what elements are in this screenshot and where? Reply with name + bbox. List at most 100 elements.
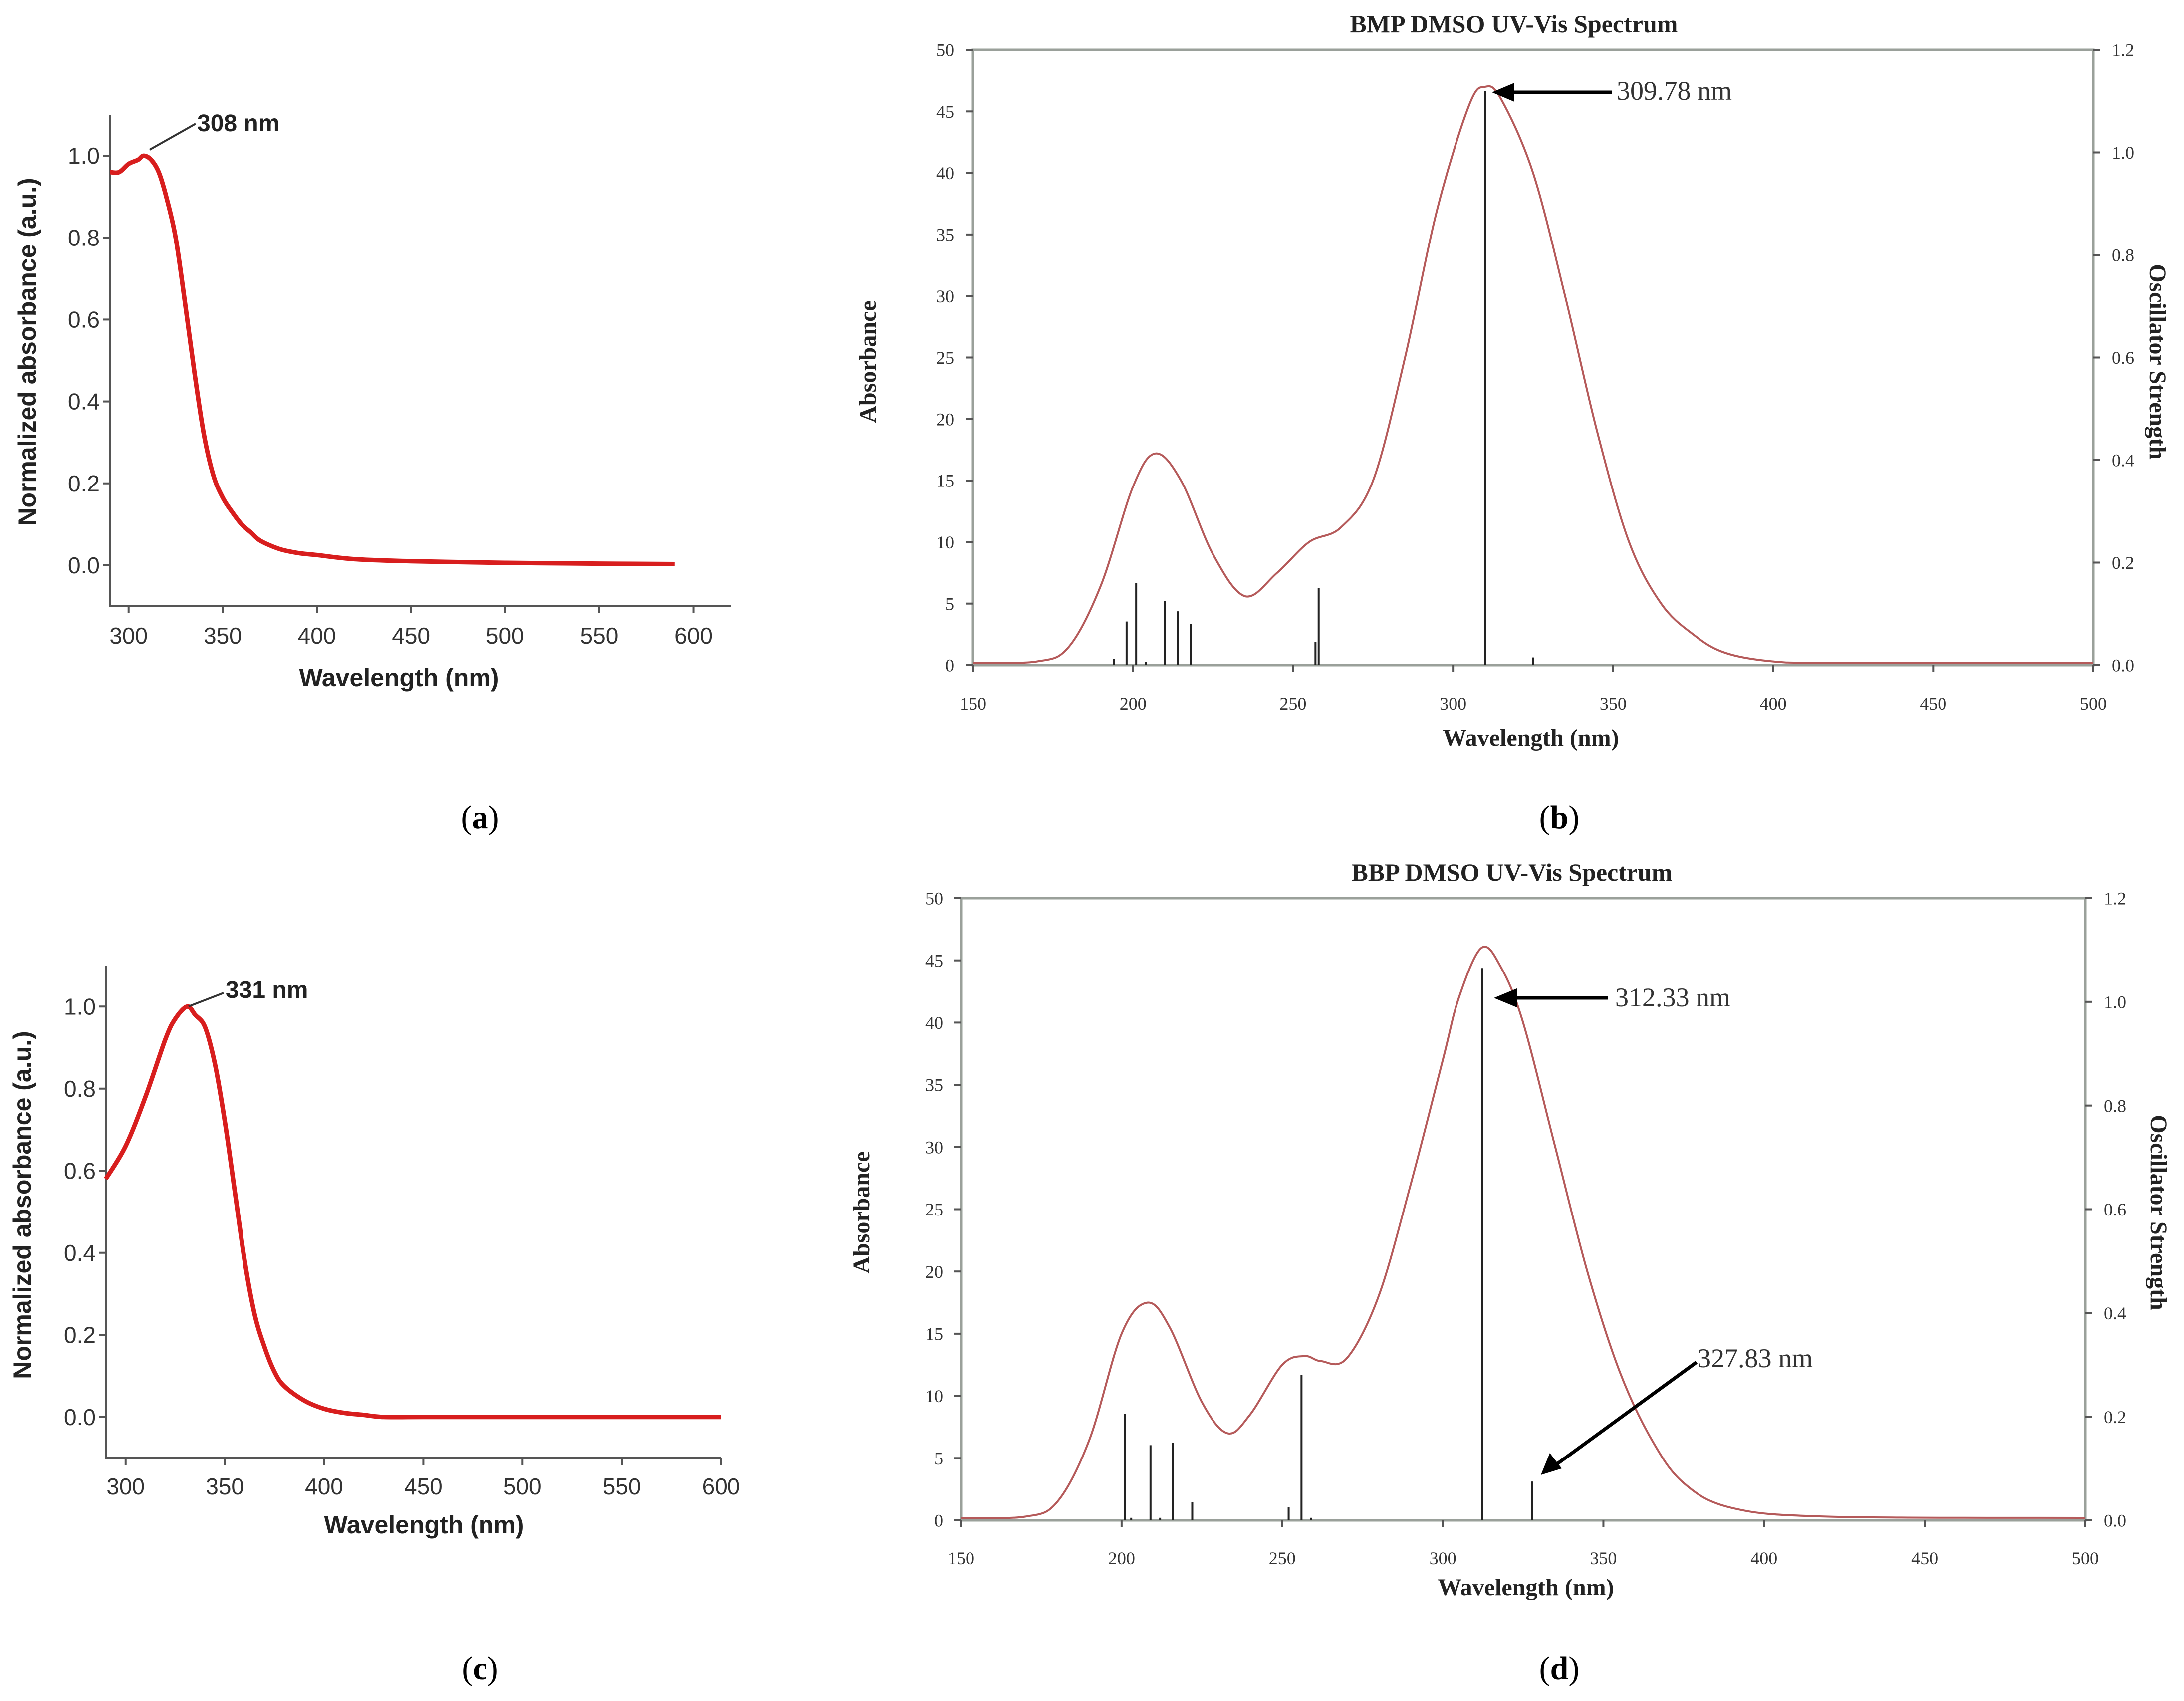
panel-d-y2-axis-label: Oscillator Strength (2145, 1115, 2172, 1310)
panel-b-x-axis-label: Wavelength (nm) (1443, 725, 1619, 751)
panel-d-y-tick-label-4: 20 (925, 1262, 943, 1282)
panel-d-shoulder-arrowhead (1541, 1453, 1562, 1475)
caption-a: (a) (461, 799, 499, 836)
panel-d-y2-tick-label-6: 1.2 (2104, 889, 2126, 909)
panel-c-y-tick-label-5: 1.0 (64, 993, 96, 1019)
caption-c: (c) (462, 1650, 498, 1687)
panel-c-y-tick-label-4: 0.8 (64, 1076, 96, 1102)
panel-d-peak-label-312: 312.33 nm (1615, 982, 1730, 1012)
panel-d-x-tick-label-4: 350 (1590, 1548, 1617, 1568)
panel-b-y-tick-label-8: 40 (936, 163, 954, 183)
caption-b-letter: b (1550, 799, 1569, 836)
panel-d-y-tick-label-9: 45 (925, 951, 943, 971)
panel-d-x-tick-label-3: 300 (1430, 1548, 1456, 1568)
panel-d-y-tick-label-7: 35 (925, 1075, 943, 1095)
panel-a-x-tick-label-6: 600 (674, 623, 713, 649)
panel-a-y-tick-label-3: 0.6 (68, 307, 100, 333)
panel-b-peak-label: 309.78 nm (1617, 76, 1732, 106)
panel-a-x-axis-label: Wavelength (nm) (299, 664, 499, 692)
panel-a-peak-leader (149, 123, 196, 151)
panel-a-x-tick-label-1: 350 (204, 623, 242, 649)
panel-b-peak-arrowhead (1492, 83, 1514, 102)
panel-c-y-tick-label-3: 0.6 (64, 1158, 96, 1184)
panel-a-x-tick-label-5: 550 (580, 623, 619, 649)
panel-d-peak-arrowhead (1494, 988, 1517, 1007)
panel-c-x-axis-label: Wavelength (nm) (324, 1511, 524, 1539)
panel-c-x-tick-label-3: 450 (404, 1473, 443, 1499)
panel-b-y-tick-label-10: 50 (936, 40, 954, 60)
panel-c-y-axis-label: Normalized absorbance (a.u.) (8, 1031, 36, 1379)
panel-d-y-tick-label-10: 50 (925, 889, 943, 909)
panel-b-x-tick-label-6: 450 (1920, 694, 1946, 714)
panel-c-axis-frame (105, 966, 721, 1459)
panel-c-x-tick-label-0: 300 (106, 1473, 145, 1499)
panel-d-x-tick-label-1: 200 (1108, 1548, 1135, 1568)
panel-a-y-tick-label-5: 1.0 (68, 143, 100, 169)
panel-b-title: BMP DMSO UV-Vis Spectrum (1350, 10, 1678, 38)
panel-d-y-tick-label-2: 10 (925, 1386, 943, 1406)
panel-b-calculated-spectrum: BMP DMSO UV-Vis Spectrum 150 200 250 300 350… (855, 10, 2171, 751)
panel-b-x-tick-label-1: 200 (1120, 694, 1147, 714)
panel-d-y-tick-label-3: 15 (925, 1324, 943, 1344)
panel-b-y-tick-label-0: 0 (945, 656, 954, 676)
panel-b-absorbance-curve (972, 85, 2094, 664)
panel-c-absorbance-curve (104, 1004, 721, 1420)
panel-b-y-tick-label-1: 5 (945, 594, 954, 614)
panel-a-x-tick-label-4: 500 (486, 623, 524, 649)
panel-d-y-tick-label-6: 30 (925, 1137, 943, 1157)
panel-d-title: BBP DMSO UV-Vis Spectrum (1351, 858, 1672, 886)
panel-d-y-axis-label: Absorbance (848, 1151, 875, 1273)
panel-d-peak-label-327: 327.83 nm (1698, 1343, 1813, 1373)
panel-b-y-tick-label-5: 25 (936, 348, 954, 368)
panel-b-y2-tick-label-3: 0.6 (2112, 348, 2134, 368)
panel-a-x-tick-label-3: 450 (392, 623, 430, 649)
panel-b-x-tick-label-7: 500 (2080, 694, 2107, 714)
panel-a-y-tick-label-1: 0.2 (68, 471, 100, 496)
panel-d-y2-tick-label-1: 0.2 (2104, 1407, 2126, 1427)
panel-b-y2-tick-label-4: 0.8 (2112, 245, 2134, 265)
panel-b-y2-tick-label-0: 0.0 (2112, 656, 2134, 676)
panel-d-y2-tick-label-2: 0.4 (2104, 1303, 2126, 1323)
panel-d-y2-tick-label-5: 1.0 (2104, 992, 2126, 1012)
panel-c-x-tick-label-4: 500 (503, 1473, 542, 1499)
panel-d-y2-tick-label-3: 0.6 (2104, 1200, 2126, 1219)
panel-b-y-tick-label-4: 20 (936, 409, 954, 429)
caption-d-letter: d (1550, 1650, 1569, 1687)
panel-b-y2-axis-label: Oscillator Strength (2144, 264, 2171, 460)
caption-d: (d) (1539, 1650, 1580, 1687)
panel-d-x-axis-label: Wavelength (nm) (1438, 1574, 1614, 1601)
panel-d-x-tick-label-6: 450 (1911, 1548, 1938, 1568)
panel-b-y-tick-label-2: 10 (936, 532, 954, 552)
caption-c-letter: c (473, 1650, 487, 1687)
panel-b-y-tick-label-9: 45 (936, 102, 954, 122)
panel-c-peak-leader (188, 992, 224, 1007)
panel-d-x-tick-label-5: 400 (1750, 1548, 1777, 1568)
panel-a-y-axis-label: Normalized absorbance (a.u.) (13, 178, 41, 525)
panel-d-x-tick-label-7: 500 (2072, 1548, 2099, 1568)
panel-c-peak-label: 331 nm (226, 977, 308, 1003)
panel-b-y2-tick-label-5: 1.0 (2112, 143, 2134, 163)
panel-c-x-tick-label-6: 600 (702, 1473, 740, 1499)
panel-b-x-tick-label-4: 350 (1600, 694, 1627, 714)
caption-b: (b) (1539, 799, 1580, 836)
panel-c-y-tick-label-1: 0.2 (64, 1322, 96, 1348)
panel-d-y-tick-label-8: 40 (925, 1013, 943, 1033)
panel-b-x-tick-label-5: 400 (1760, 694, 1787, 714)
panel-b-y2-tick-label-6: 1.2 (2112, 40, 2134, 60)
panel-d-y2-tick-label-4: 0.8 (2104, 1096, 2126, 1116)
panel-a-peak-label: 308 nm (197, 110, 279, 137)
panel-d-x-tick-label-0: 150 (948, 1548, 974, 1568)
panel-c-experimental-spectrum: 300 350 400 450 500 550 6000.00.20.40.60.81.0 … (8, 966, 740, 1539)
panel-b-y-tick-label-3: 15 (936, 471, 954, 491)
panel-d-shoulder-arrow (1553, 1361, 1698, 1467)
caption-a-letter: a (472, 799, 488, 836)
panel-b-y2-tick-label-1: 0.2 (2112, 553, 2134, 573)
panel-a-axis-frame (109, 115, 731, 607)
panel-b-y-tick-label-6: 30 (936, 286, 954, 306)
panel-b-x-tick-label-3: 300 (1440, 694, 1466, 714)
panel-a-x-tick-label-2: 400 (298, 623, 336, 649)
panel-a-x-tick-label-0: 300 (109, 623, 148, 649)
panel-d-x-tick-label-2: 250 (1269, 1548, 1296, 1568)
panel-d-y-tick-label-0: 0 (934, 1511, 943, 1531)
